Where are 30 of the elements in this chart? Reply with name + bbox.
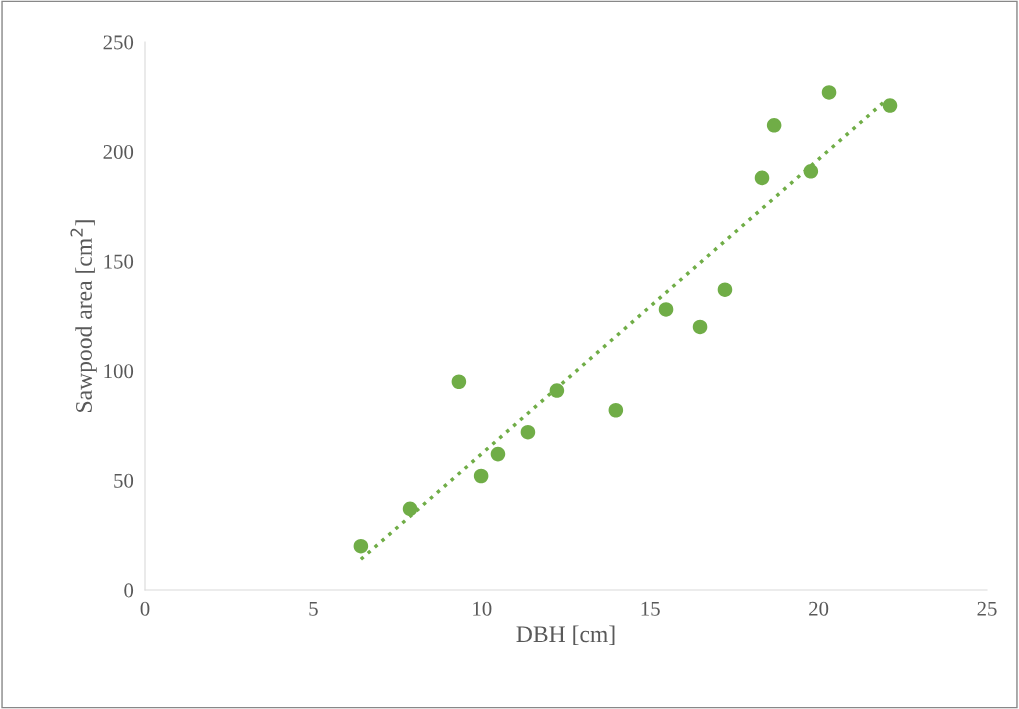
x-tick-label: 20 <box>809 601 829 616</box>
y-tick-label: 200 <box>103 144 134 160</box>
y-tick-label: 250 <box>103 35 134 50</box>
point <box>717 282 733 297</box>
x-tick-label: 15 <box>641 601 660 616</box>
point <box>520 424 536 440</box>
y-tick-label: 100 <box>104 364 134 379</box>
point <box>353 538 369 554</box>
x-tick-label: 5 <box>309 601 318 616</box>
point <box>882 98 898 113</box>
x-tick-label: 0 <box>140 601 150 616</box>
point <box>451 374 467 390</box>
y-tick-label: 50 <box>114 473 134 488</box>
y-tick-label: 0 <box>124 583 134 598</box>
point <box>821 85 837 100</box>
point <box>402 501 418 517</box>
point <box>549 383 565 398</box>
point <box>766 118 782 133</box>
x-tick-label: 25 <box>977 601 997 616</box>
x-axis-title: DBH [cm] <box>516 625 615 646</box>
y-axis-title: Sawpood area [cm$^{2}$] <box>70 220 97 412</box>
point <box>608 402 624 418</box>
point <box>754 170 770 186</box>
y-tick-label: 150 <box>104 254 134 269</box>
point <box>473 468 489 484</box>
x-tick-label: 10 <box>473 601 492 616</box>
point <box>803 164 819 179</box>
point <box>490 446 506 462</box>
point <box>692 319 708 335</box>
point <box>658 302 674 317</box>
